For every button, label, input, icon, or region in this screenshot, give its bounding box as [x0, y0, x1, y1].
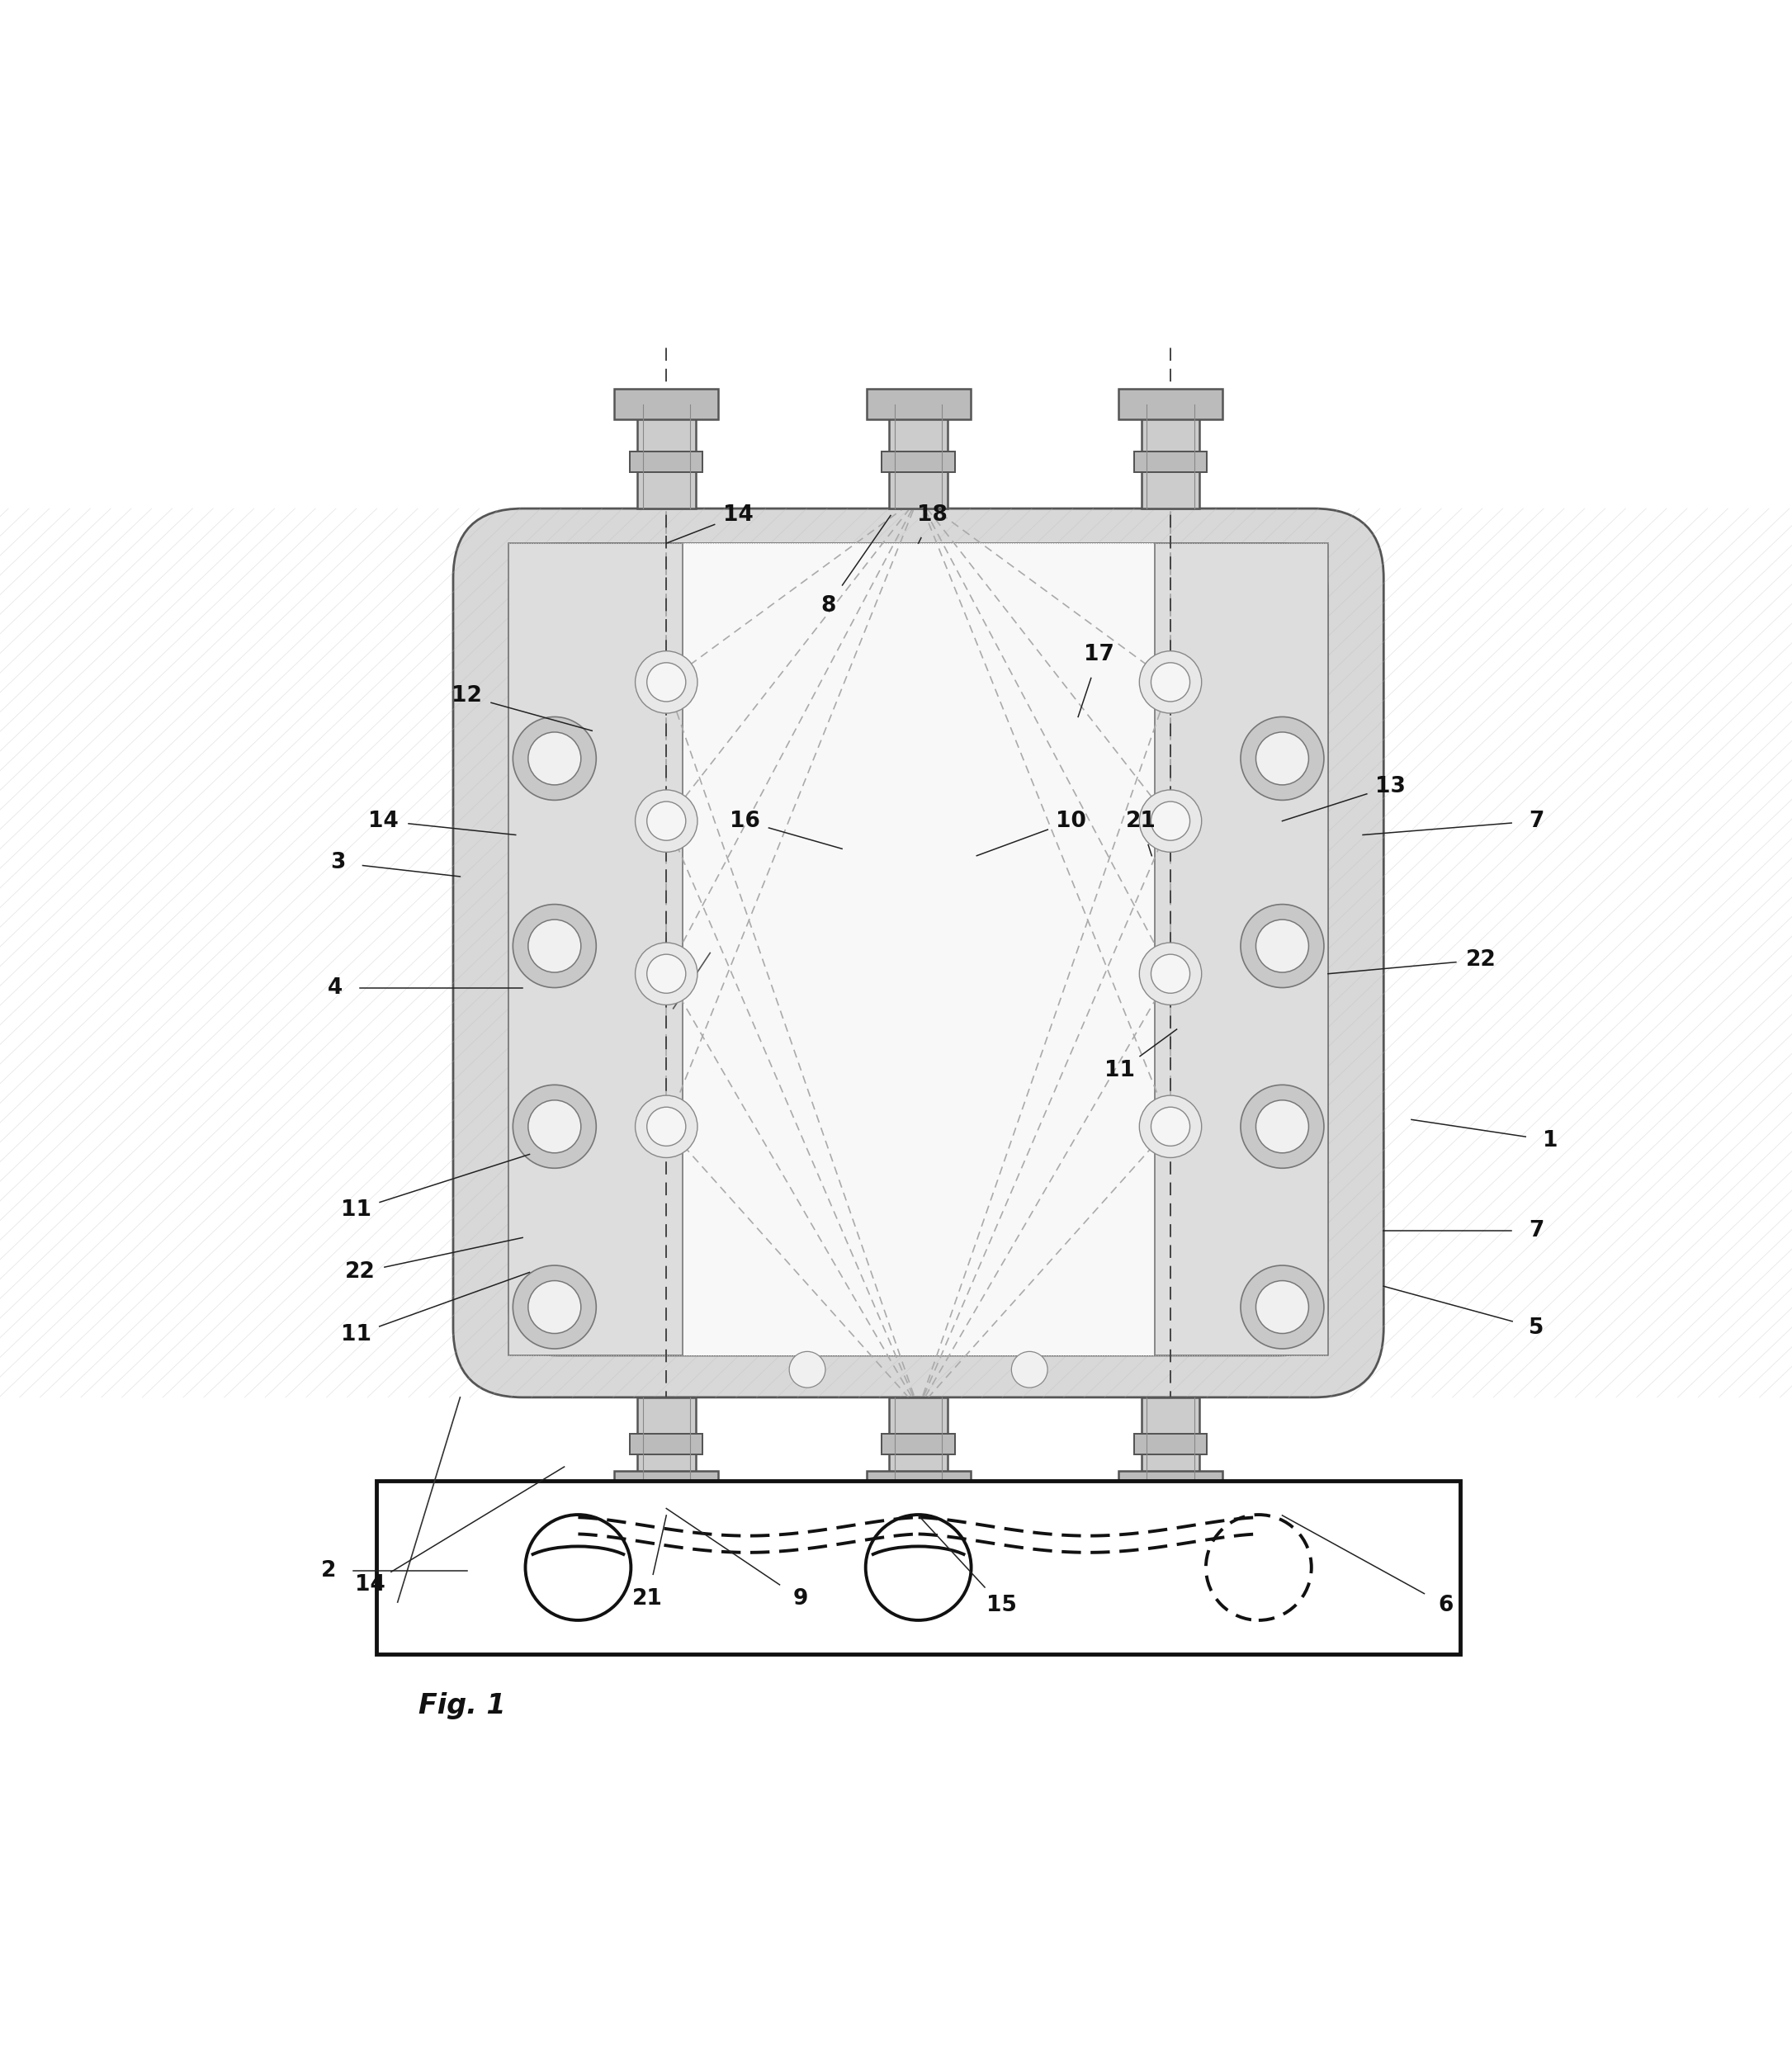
Bar [1134, 1434, 1208, 1455]
Bar [509, 544, 683, 1356]
Bar [629, 451, 702, 472]
FancyBboxPatch shape [453, 509, 1383, 1397]
Circle shape [1240, 1266, 1324, 1348]
Text: 13: 13 [1376, 776, 1405, 796]
Bar [882, 451, 955, 472]
Bar [376, 1482, 1460, 1654]
Text: 1: 1 [1543, 1131, 1557, 1151]
Text: 15: 15 [987, 1594, 1016, 1617]
Text: 22: 22 [1466, 950, 1496, 971]
Circle shape [1140, 790, 1202, 852]
Circle shape [634, 1096, 697, 1157]
Bar [615, 390, 719, 421]
Text: 14: 14 [722, 505, 753, 525]
Bar [1134, 451, 1208, 472]
Text: 11: 11 [1104, 1061, 1134, 1081]
Circle shape [1150, 663, 1190, 702]
Circle shape [1240, 716, 1324, 800]
Text: 8: 8 [821, 595, 835, 616]
Bar [1142, 1397, 1199, 1502]
Circle shape [1011, 1352, 1048, 1387]
Circle shape [1140, 1096, 1202, 1157]
Circle shape [1150, 954, 1190, 993]
Text: 17: 17 [1084, 644, 1115, 665]
Bar [638, 404, 695, 509]
Text: 14: 14 [355, 1574, 385, 1596]
Circle shape [1256, 919, 1308, 973]
Circle shape [634, 650, 697, 714]
Circle shape [513, 716, 597, 800]
FancyBboxPatch shape [509, 544, 1328, 1356]
Bar [866, 390, 971, 421]
Circle shape [647, 1108, 686, 1145]
Text: 16: 16 [729, 811, 760, 831]
Text: 7: 7 [1529, 1221, 1545, 1241]
Circle shape [1256, 733, 1308, 784]
Bar [683, 544, 1154, 1356]
Circle shape [1140, 942, 1202, 1005]
Circle shape [647, 802, 686, 841]
Text: 21: 21 [633, 1588, 663, 1609]
Text: 7: 7 [1529, 811, 1545, 831]
Circle shape [1240, 1086, 1324, 1168]
Bar [1142, 404, 1199, 509]
Circle shape [1256, 1100, 1308, 1153]
Text: 12: 12 [452, 685, 482, 706]
Circle shape [529, 919, 581, 973]
Text: 11: 11 [340, 1198, 371, 1221]
Text: 3: 3 [330, 852, 346, 874]
Text: 14: 14 [369, 811, 400, 831]
Circle shape [647, 663, 686, 702]
Circle shape [1140, 650, 1202, 714]
Circle shape [647, 954, 686, 993]
Circle shape [866, 1514, 971, 1621]
Circle shape [529, 1100, 581, 1153]
Circle shape [1256, 1280, 1308, 1334]
Text: 10: 10 [1055, 811, 1086, 831]
Text: 21: 21 [1125, 811, 1156, 831]
Text: 5: 5 [1529, 1317, 1545, 1338]
Text: 18: 18 [918, 505, 948, 525]
Bar [889, 1397, 948, 1502]
Circle shape [529, 1280, 581, 1334]
Bar [638, 1397, 695, 1502]
Circle shape [513, 1086, 597, 1168]
Circle shape [1150, 802, 1190, 841]
Circle shape [1150, 1108, 1190, 1145]
Circle shape [788, 1352, 826, 1387]
Bar [1118, 390, 1222, 421]
Circle shape [634, 942, 697, 1005]
Circle shape [1206, 1514, 1312, 1621]
Text: 22: 22 [344, 1262, 375, 1282]
Circle shape [513, 1266, 597, 1348]
Text: 11: 11 [340, 1324, 371, 1346]
Bar [1118, 1471, 1222, 1502]
Circle shape [1240, 905, 1324, 987]
Circle shape [529, 733, 581, 784]
Text: 2: 2 [321, 1560, 335, 1582]
Bar [615, 1471, 719, 1502]
Bar [889, 404, 948, 509]
Text: 6: 6 [1439, 1594, 1453, 1617]
Bar [882, 1434, 955, 1455]
Bar [1154, 544, 1328, 1356]
Text: 4: 4 [328, 977, 342, 999]
Circle shape [634, 790, 697, 852]
Circle shape [525, 1514, 631, 1621]
Bar [866, 1471, 971, 1502]
Bar [629, 1434, 702, 1455]
Text: Fig. 1: Fig. 1 [419, 1693, 505, 1720]
Text: 9: 9 [792, 1588, 808, 1609]
Circle shape [513, 905, 597, 987]
